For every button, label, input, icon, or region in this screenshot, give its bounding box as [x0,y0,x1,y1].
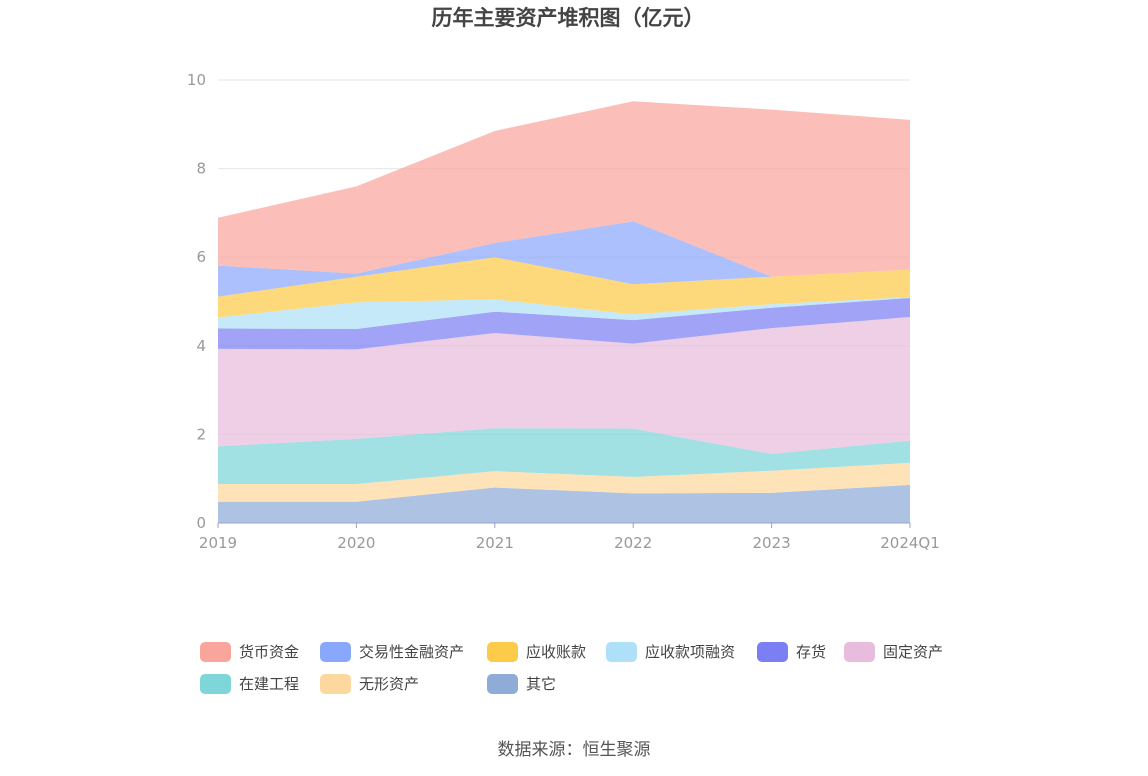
stacked-areas [218,101,910,523]
legend-label[interactable]: 固定资产 [883,643,943,661]
legend-swatch[interactable] [757,642,788,662]
legend-label[interactable]: 交易性金融资产 [359,643,464,661]
legend-swatch[interactable] [200,642,231,662]
x-tick-label: 2024Q1 [880,534,940,552]
source-note: 数据来源：恒生聚源 [498,740,651,760]
x-tick-label: 2019 [199,534,237,552]
y-tick-label: 0 [196,514,206,532]
area-series-4 [218,297,910,350]
legend-label[interactable]: 应收账款 [526,643,586,661]
legend-label[interactable]: 在建工程 [239,675,299,693]
area-series-8 [218,101,910,277]
area-series-0 [218,484,910,523]
chart-title: 历年主要资产堆积图（亿元） [432,6,705,30]
legend-label[interactable]: 无形资产 [359,675,419,693]
legend-label[interactable]: 其它 [526,675,556,693]
y-tick-label: 6 [196,248,206,266]
legend-swatch[interactable] [320,642,351,662]
x-tick-label: 2023 [753,534,791,552]
area-series-7 [218,221,910,297]
y-tick-label: 4 [196,337,206,355]
area-series-6 [218,257,910,318]
legend-swatch[interactable] [844,642,875,662]
legend-swatch[interactable] [200,674,231,694]
x-tick-label: 2021 [476,534,514,552]
y-tick-label: 10 [187,71,206,89]
area-series-2 [218,428,910,485]
axes: 2019 2020 2021 2022 2023 2024Q1 [199,522,940,552]
x-tick-label: 2022 [614,534,652,552]
legend-label[interactable]: 存货 [796,643,826,661]
area-series-5 [218,297,910,329]
area-series-3 [218,317,910,454]
y-tick-label: 2 [196,425,206,443]
legend-swatch[interactable] [606,642,637,662]
legend-swatch[interactable] [320,674,351,694]
legend-label[interactable]: 货币资金 [239,643,299,661]
area-series-1 [218,462,910,502]
legend-label[interactable]: 应收款项融资 [645,643,735,661]
y-tick-label: 8 [196,160,206,178]
legend-swatch[interactable] [487,674,518,694]
legend-swatch[interactable] [487,642,518,662]
x-tick-label: 2020 [337,534,375,552]
